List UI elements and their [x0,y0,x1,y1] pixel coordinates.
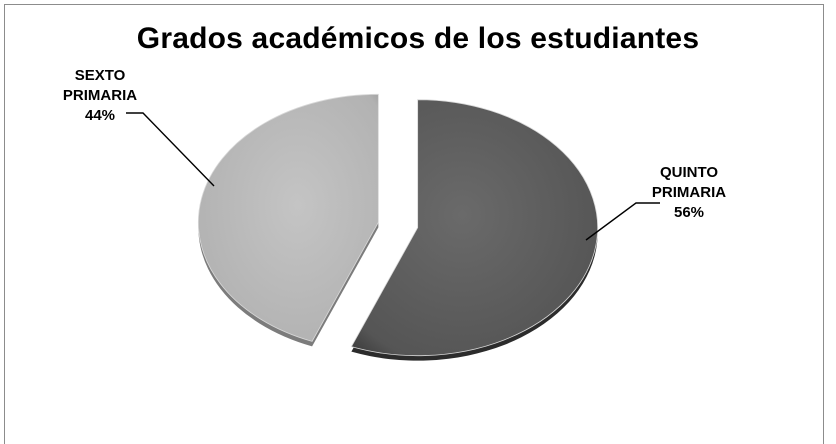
pie-chart: QUINTO PRIMARIA 56% SEXTO PRIMARIA 44% [63,67,726,361]
chart-frame [4,4,824,444]
slice-quinto-primaria-leader-line [585,202,660,241]
slice-quinto-primaria [350,99,598,357]
slice-quinto-primaria-label: QUINTO PRIMARIA 56% [652,164,726,221]
slices-layer [198,93,598,361]
slice-sexto-primaria-label: SEXTO PRIMARIA 44% [63,67,137,124]
slice-sexto-primaria [198,93,379,342]
labels-layer: QUINTO PRIMARIA 56% SEXTO PRIMARIA 44% [63,67,726,241]
chart-title: Grados académicos de los estudiantes [136,22,700,55]
slice-sexto-primaria-leader-line [126,112,215,187]
